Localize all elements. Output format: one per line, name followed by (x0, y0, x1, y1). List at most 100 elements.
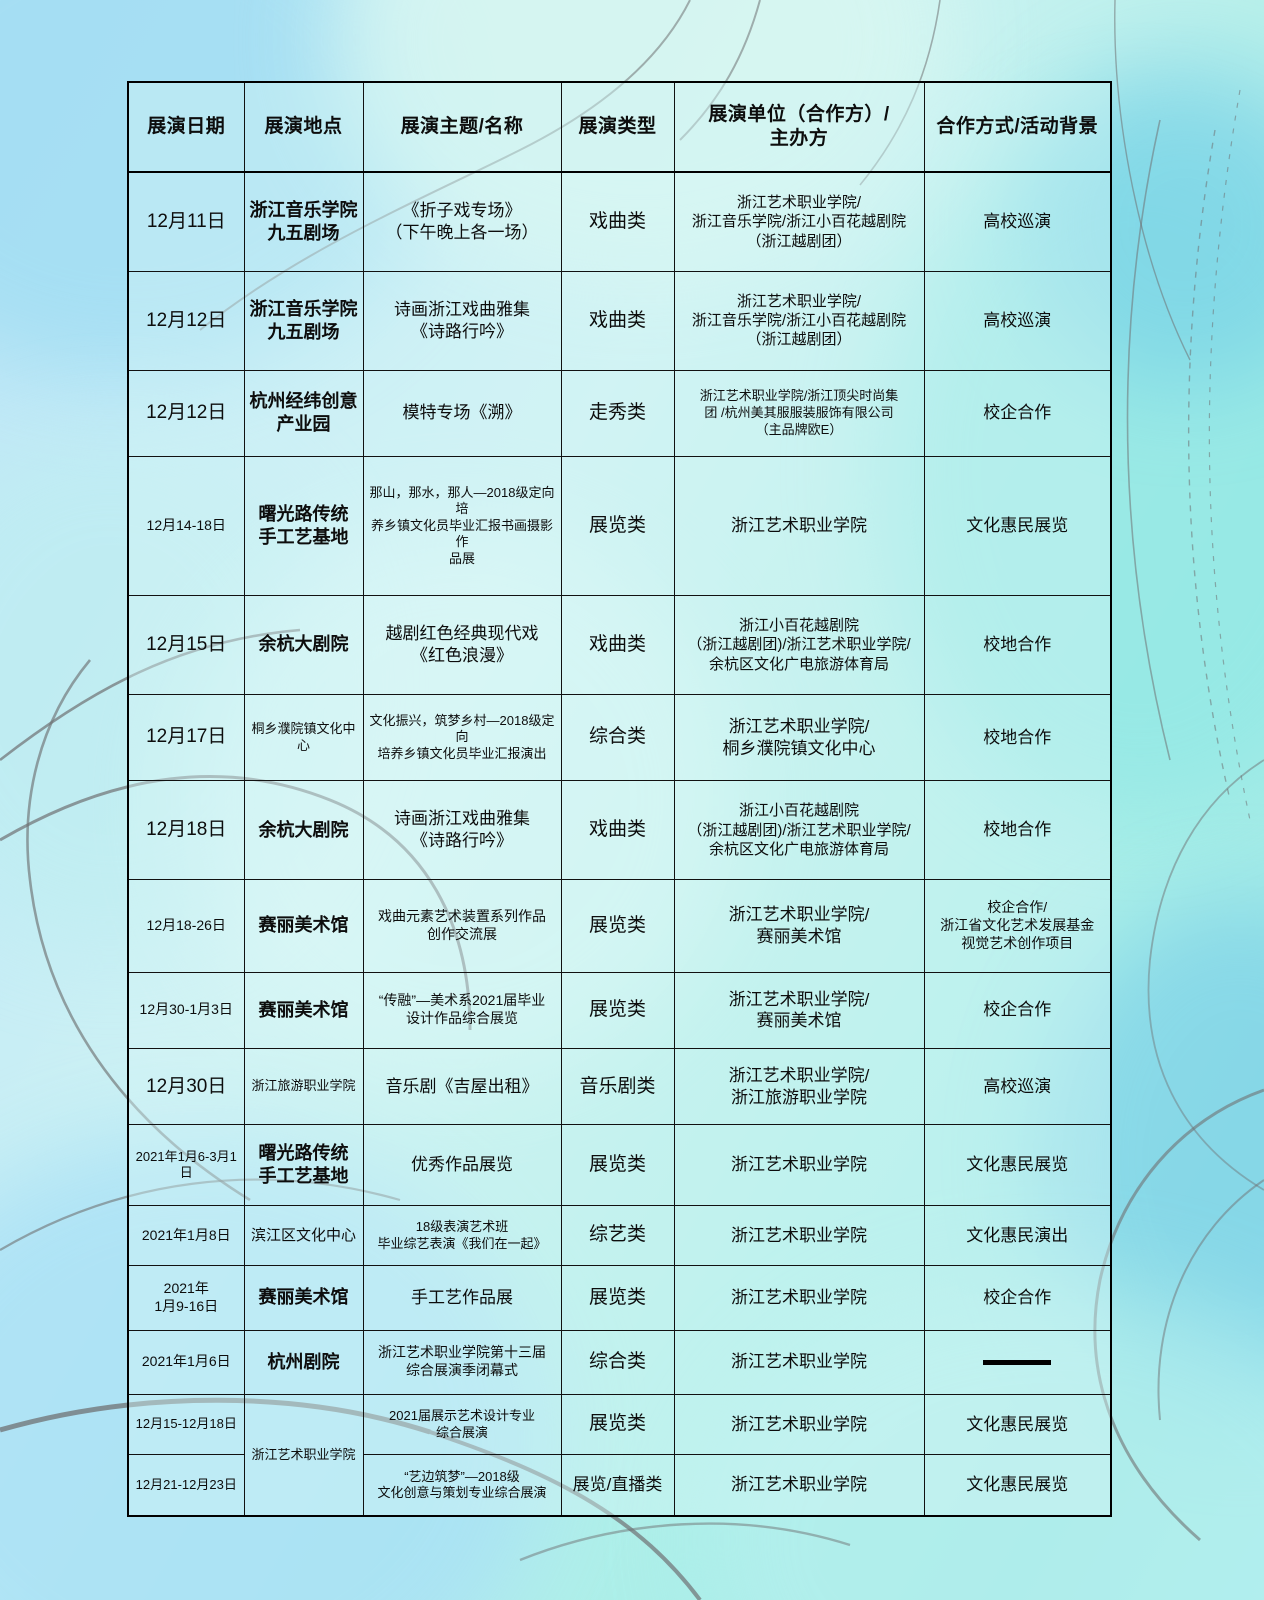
date-line: 2021年 (163, 1280, 209, 1297)
topic-line: 2021届展示艺术设计专业 (389, 1408, 535, 1423)
cell-type: 走秀类 (560, 369, 675, 458)
unit-line: 桐乡濮院镇文化中心 (722, 738, 876, 758)
venue-line: 曙光路传统 (258, 1143, 349, 1164)
schedule-sheet: 展演日期 展演地点 展演主题/名称 展演类型 展演单位（合作方）/ 主办方 合作… (127, 81, 1112, 1517)
unit-line: 浙江音乐学院/浙江小百花越剧院 (691, 213, 907, 231)
cell-mode: 校地合作 (923, 780, 1112, 880)
cell-mode: 校企合作 (923, 1265, 1112, 1331)
em-dash-mark (983, 1360, 1052, 1366)
unit-line: 余杭区文化广电旅游体育局 (708, 655, 889, 673)
table-row: 12月15-12月18日 浙江艺术职业学院 2021届展示艺术设计专业 综合展演… (127, 1393, 1112, 1517)
topic-line: （下午晚上各一场） (385, 222, 539, 242)
cell-mode: 高校巡演 (923, 171, 1112, 272)
cell-unit: 浙江艺术职业学院/ 浙江音乐学院/浙江小百花越剧院 （浙江越剧团） (673, 270, 925, 371)
unit-line: 团 /杭州美其服服装服饰有限公司 (704, 405, 894, 421)
cell-unit: 浙江小百花越剧院 （浙江越剧团)/浙江艺术职业学院/ 余杭区文化广电旅游体育局 (673, 780, 925, 880)
cell-type: 展览类 (560, 971, 675, 1049)
topic-line: 诗画浙江戏曲雅集 (394, 809, 530, 829)
table-row: 2021年1月6-3月1日 曙光路传统 手工艺基地 优秀作品展览 展览类 浙江艺… (127, 1124, 1112, 1206)
col-header-unit-line1: 展演单位（合作方）/ (708, 103, 890, 125)
cell-venue: 杭州剧院 (243, 1329, 364, 1395)
mode-line: 视觉艺术创作项目 (961, 934, 1074, 951)
cell-topic: 戏曲元素艺术装置系列作品 创作交流展 (362, 878, 562, 973)
cell-venue: 滨江区文化中心 (243, 1204, 364, 1267)
table-row: 12月21-12月23日 “艺边筑梦”—2018级 文化创意与策划专业综合展演 … (127, 1454, 1112, 1517)
cell-type: 展览/直播类 (560, 1454, 675, 1517)
cell-unit: 浙江艺术职业学院/ 赛丽美术馆 (673, 971, 925, 1049)
cell-mode: 高校巡演 (923, 270, 1112, 371)
cell-topic: 浙江艺术职业学院第十三届 综合展演季闭幕式 (362, 1329, 562, 1395)
cell-date: 2021年1月8日 (127, 1204, 245, 1267)
cell-unit: 浙江艺术职业学院/ 浙江音乐学院/浙江小百花越剧院 （浙江越剧团） (673, 171, 925, 272)
cell-topic: 诗画浙江戏曲雅集 《诗路行吟》 (362, 780, 562, 880)
cell-date: 2021年1月6-3月1日 (127, 1124, 245, 1206)
cell-type: 展览类 (560, 1265, 675, 1331)
cell-unit: 浙江艺术职业学院 (673, 1329, 925, 1395)
venue-line: 九五剧场 (267, 321, 340, 342)
cell-venue: 浙江旅游职业学院 (243, 1047, 364, 1126)
cell-topic: 2021届展示艺术设计专业 综合展演 (362, 1393, 562, 1456)
cell-topic: 诗画浙江戏曲雅集 《诗路行吟》 (362, 270, 562, 371)
cell-date: 12月12日 (127, 270, 245, 371)
cell-date: 2021年1月6日 (127, 1329, 245, 1395)
venue-line: 曙光路传统 (258, 504, 349, 525)
table-row: 2021年1月6日 杭州剧院 浙江艺术职业学院第十三届 综合展演季闭幕式 综合类… (127, 1329, 1112, 1395)
topic-line: 越剧红色经典现代戏 (385, 624, 539, 644)
cell-venue: 曙光路传统 手工艺基地 (243, 1124, 364, 1206)
cell-topic: 《折子戏专场》 （下午晚上各一场） (362, 171, 562, 272)
unit-line: 浙江小百花越剧院 (738, 617, 859, 635)
cell-topic: 那山，那水，那人—2018级定向培 养乡镇文化员毕业汇报书画摄影作 品展 (362, 456, 562, 597)
table-row: 12月30日 浙江旅游职业学院 音乐剧《吉屋出租》 音乐剧类 浙江艺术职业学院/… (127, 1047, 1112, 1126)
unit-line: 浙江旅游职业学院 (731, 1087, 867, 1107)
cell-venue: 桐乡濮院镇文化中心 (243, 693, 364, 782)
cell-topic: 模特专场《溯》 (362, 369, 562, 458)
cell-date: 12月30-1月3日 (127, 971, 245, 1049)
topic-line: 戏曲元素艺术装置系列作品 (378, 907, 546, 924)
cell-mode: 文化惠民展览 (923, 456, 1112, 597)
cell-mode: 高校巡演 (923, 1047, 1112, 1126)
table-row: 12月30-1月3日 赛丽美术馆 “传融”—美术系2021届毕业 设计作品综合展… (127, 971, 1112, 1049)
col-header-venue: 展演地点 (243, 81, 364, 173)
col-header-mode: 合作方式/活动背景 (923, 81, 1112, 173)
venue-line: 九五剧场 (267, 222, 340, 243)
cell-topic: 手工艺作品展 (362, 1265, 562, 1331)
cell-topic: 音乐剧《吉屋出租》 (362, 1047, 562, 1126)
cell-unit: 浙江艺术职业学院/ 赛丽美术馆 (673, 878, 925, 973)
table-row: 12月12日 杭州经纬创意 产业园 模特专场《溯》 走秀类 浙江艺术职业学院/浙… (127, 369, 1112, 458)
table-header: 展演日期 展演地点 展演主题/名称 展演类型 展演单位（合作方）/ 主办方 合作… (127, 81, 1112, 173)
cell-mode: 校地合作 (923, 693, 1112, 782)
cell-venue: 赛丽美术馆 (243, 1265, 364, 1331)
table-row: 12月18-26日 赛丽美术馆 戏曲元素艺术装置系列作品 创作交流展 展览类 浙… (127, 878, 1112, 973)
cell-venue: 浙江音乐学院 九五剧场 (243, 270, 364, 371)
cell-venue: 浙江音乐学院 九五剧场 (243, 171, 364, 272)
cell-unit: 浙江艺术职业学院 (673, 1393, 925, 1456)
venue-line: 手工艺基地 (258, 527, 349, 548)
cell-type: 戏曲类 (560, 270, 675, 371)
cell-mode-dash (923, 1329, 1112, 1395)
unit-line: 浙江艺术职业学院/ (728, 989, 870, 1009)
unit-line: 赛丽美术馆 (756, 926, 842, 946)
topic-line: 《诗路行吟》 (411, 321, 513, 341)
cell-venue-merged: 浙江艺术职业学院 (243, 1393, 364, 1517)
topic-line: 《折子戏专场》 (402, 201, 522, 221)
cell-venue: 余杭大剧院 (243, 780, 364, 880)
col-header-date: 展演日期 (127, 81, 245, 173)
performance-schedule-table: 展演日期 展演地点 展演主题/名称 展演类型 展演单位（合作方）/ 主办方 合作… (127, 81, 1112, 1517)
cell-mode: 校地合作 (923, 595, 1112, 695)
cell-type: 综合类 (560, 693, 675, 782)
unit-line: 浙江小百花越剧院 (738, 802, 859, 820)
col-header-type: 展演类型 (560, 81, 675, 173)
cell-topic: 18级表演艺术班 毕业综艺表演《我们在一起》 (362, 1204, 562, 1267)
table-row: 12月18日 余杭大剧院 诗画浙江戏曲雅集 《诗路行吟》 戏曲类 浙江小百花越剧… (127, 780, 1112, 880)
unit-line: （浙江越剧团） (746, 331, 852, 349)
topic-line: 文化振兴，筑梦乡村—2018级定向 (369, 712, 555, 745)
cell-unit: 浙江艺术职业学院 (673, 1265, 925, 1331)
cell-type: 戏曲类 (560, 780, 675, 880)
cell-date: 12月18-26日 (127, 878, 245, 973)
cell-unit: 浙江艺术职业学院 (673, 1124, 925, 1206)
cell-venue: 杭州经纬创意 产业园 (243, 369, 364, 458)
topic-line: 综合展演季闭幕式 (406, 1362, 518, 1379)
cell-unit: 浙江艺术职业学院 (673, 1204, 925, 1267)
topic-line: 创作交流展 (427, 925, 497, 942)
table-row: 12月14-18日 曙光路传统 手工艺基地 那山，那水，那人—2018级定向培 … (127, 456, 1112, 597)
